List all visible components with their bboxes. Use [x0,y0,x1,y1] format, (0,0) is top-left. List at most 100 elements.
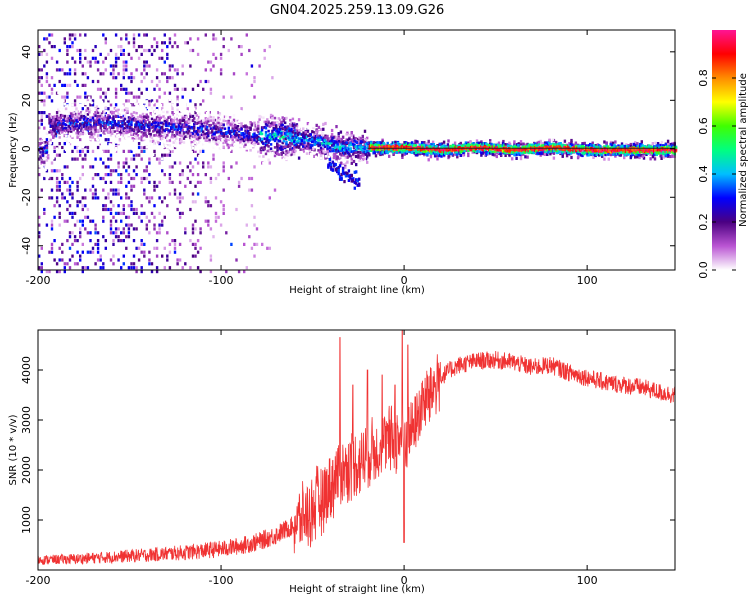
spectrogram-cell [102,262,105,266]
spectrogram-cell [111,129,114,132]
spectrogram-cell [58,109,61,113]
spectrogram-cell [300,139,304,143]
spectrogram-cell [408,148,411,151]
spectrogram-cell [125,196,128,200]
spectrogram-cell [204,139,207,142]
spectrogram-cell [84,83,87,87]
spectrogram-cell [64,117,68,121]
spectrogram-cell [231,120,234,124]
spectrogram-cell [189,108,192,111]
spectrogram-cell [186,165,189,169]
spectrogram-cell [186,176,189,181]
spectrogram-cell [102,266,105,270]
spectrogram-cell [155,107,159,111]
spectrogram-cell [141,123,145,127]
spectrogram-cell [84,48,87,53]
spectrogram-cell [96,196,100,200]
spectrogram-cell [120,176,123,181]
spectrogram-cell [100,115,104,118]
spectrogram-cell [104,114,107,118]
spectrogram-cell [221,148,224,152]
spectrogram-cell [76,83,79,87]
spectrogram-cell [375,148,378,152]
spectrogram-cell [209,254,213,258]
spectrogram-cell [361,134,364,138]
spectrogram-cell [264,126,268,130]
spectrogram-cell [315,153,318,157]
spectrogram-cell [59,113,63,117]
spectrogram-cell [104,204,107,208]
spectrogram-cell [331,147,334,151]
spectrogram-cell [173,137,177,140]
spectrogram-cell [164,113,168,116]
spectrogram-cell [137,128,141,132]
spectrogram-cell [129,94,132,98]
spectrogram-cell [39,137,42,141]
spectrogram-cell [181,129,184,132]
spectrogram-cell [127,227,131,231]
spectrogram-cell [177,117,181,120]
spectrogram-cell [86,266,90,270]
spectrogram-cell [319,146,323,150]
spectrogram-cell [140,250,143,254]
spectrogram-cell [143,254,146,258]
spectrogram-cell [252,139,255,142]
spectrogram-cell [127,41,131,45]
spectrogram-cell [140,180,143,184]
spectrogram-cell [148,262,151,266]
spectrogram-cell [140,123,143,126]
spectrogram-cell [392,151,395,155]
spectrogram-cell [118,148,122,152]
spectrogram-cell [148,48,151,53]
spectrogram-cell [196,180,200,184]
spectrogram-cell [269,147,273,150]
spectrogram-cell [81,135,84,138]
spectrogram-cell [219,146,223,149]
spectrogram-cell [132,139,136,142]
spectrogram-cell [143,64,146,68]
spectrogram-cell [278,134,281,138]
spectrogram-cell [185,120,188,124]
spectrogram-cell [252,113,255,117]
spectrogram-cell [90,111,93,114]
spectrogram-cell [158,126,161,129]
spectrogram-cell [63,133,66,137]
spectrogram-cell [79,200,82,204]
spectrogram-cell [541,151,545,155]
spectrogram-cell [57,133,60,137]
spectrogram-cell [294,132,297,135]
spectrogram-cell [148,112,151,115]
spectrogram-cell [191,192,195,196]
spectrogram-cell [63,139,66,142]
spectrogram-cell [236,117,239,120]
spectrogram-cell [240,136,243,139]
spectrogram-cell [448,151,451,155]
spectrogram-cell [218,153,222,156]
spectrogram-cell [173,135,177,138]
spectrogram-cell [166,137,169,140]
spectrogram-cell [405,142,409,145]
spectrogram-cell [96,134,100,138]
spectrogram-cell [96,114,100,118]
spectrogram-cell [191,143,195,146]
spectrogram-cell [123,114,127,118]
spectrogram-cell [130,133,133,137]
spectrogram-cell [184,145,187,148]
spectrogram-cell [38,173,41,177]
spectrogram-cell [400,150,403,154]
spectrogram-cell [386,144,389,148]
spectrogram-cell [94,192,97,196]
spectrogram-cell [278,131,282,134]
spectrogram-cell [629,142,632,147]
spectrogram-cell [95,120,99,124]
spectrogram-cell [180,139,183,142]
spectrogram-cell [89,231,92,235]
spectrogram-cell [58,117,61,121]
spectrogram-cell [660,156,663,160]
spectrogram-cell [150,196,154,200]
spectrogram-cell [314,155,318,159]
spectrogram-cell [181,173,184,177]
spectrogram-cell [126,128,129,132]
spectrogram-cell [117,114,120,118]
spectrogram-cell [344,152,347,155]
